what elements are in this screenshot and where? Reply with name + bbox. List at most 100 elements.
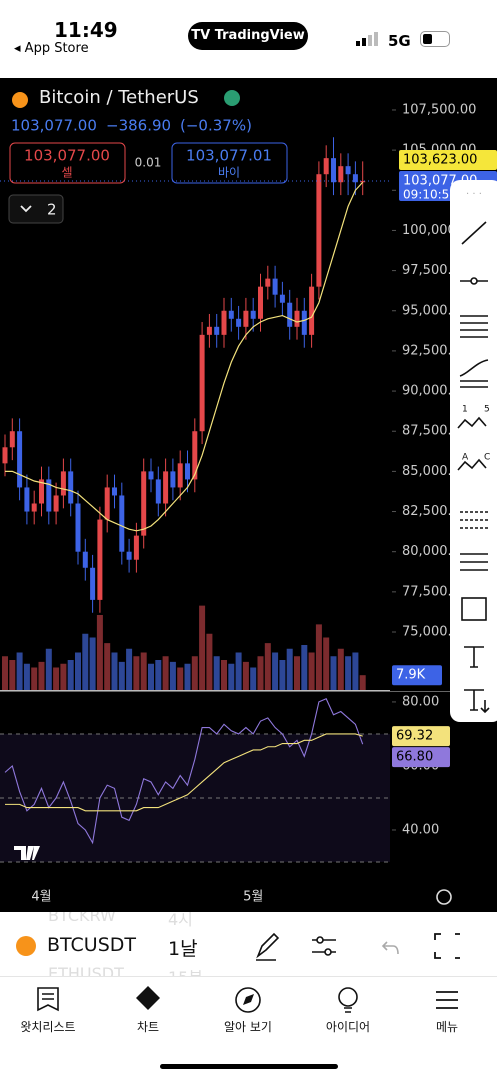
spread: 0.01 [135, 156, 162, 170]
abcd-tool[interactable] [457, 458, 487, 471]
symbol[interactable]: BTCUSDT [47, 934, 136, 956]
volume-bar [148, 663, 154, 690]
tab[interactable]: 알아 보기 [224, 1020, 272, 1034]
candle-body [53, 495, 59, 512]
volume-bar [199, 605, 206, 690]
x-tick-label: 5월 [243, 890, 263, 905]
back-label: App Store [24, 41, 89, 56]
candle-body [206, 326, 212, 335]
gann-tool[interactable] [460, 553, 488, 571]
candle-body [31, 503, 37, 512]
candle-body [258, 286, 263, 319]
candle-body [243, 310, 249, 327]
volume-bar [67, 660, 74, 690]
candle-body [338, 166, 344, 183]
watchlist-icon [37, 987, 59, 1012]
price-change: −386.90 [106, 117, 171, 135]
volume-bar [169, 661, 176, 690]
toolbar-label: A [462, 453, 469, 463]
candle-body [345, 166, 351, 175]
toolbar-label: 5 [484, 405, 490, 415]
pattern-tool[interactable] [457, 416, 487, 429]
volume-bar [206, 633, 213, 690]
candle-body [360, 181, 366, 183]
volume-bar [96, 615, 103, 690]
volume-bar [221, 660, 227, 690]
volume-bar [75, 652, 81, 690]
chart-icon [136, 986, 160, 1010]
sell-button[interactable] [9, 142, 126, 184]
candle-body [177, 463, 183, 488]
volume-bar [23, 663, 30, 690]
tab[interactable]: 아이디어 [325, 1020, 371, 1034]
y-tick-label: 107,500.00 [402, 102, 476, 117]
volume-bar [45, 648, 52, 690]
tv-watermark [14, 846, 40, 860]
back-link[interactable]: ◂ App Store [14, 41, 89, 56]
volume-bar [330, 656, 337, 690]
candle-body [185, 463, 190, 480]
rsi-line [5, 733, 363, 812]
interval[interactable]: 1날 [168, 938, 198, 960]
chart: 107,500.00105,000.00102,500.00100,000.00… [0, 78, 497, 912]
y-tick-label: 80.00 [402, 694, 439, 709]
candle-body [24, 487, 30, 512]
tab-bar [0, 976, 497, 1080]
buy-button[interactable] [171, 142, 288, 184]
pitchfork-tool[interactable] [459, 359, 489, 388]
compass-needle [243, 994, 254, 1005]
volume-bar [53, 667, 60, 690]
marker-price-label-bg [399, 150, 497, 171]
signal-icon [356, 32, 380, 46]
volume-bar [242, 661, 249, 690]
candle-body [199, 334, 205, 432]
ghost-symbol: BTCKRW [48, 912, 116, 925]
pane-divider [0, 690, 390, 691]
text-tool[interactable] [464, 646, 484, 668]
tab[interactable]: 차트 [136, 1020, 160, 1034]
candle-body [301, 310, 307, 335]
fullscreen-button[interactable] [434, 933, 460, 959]
market-status [224, 90, 240, 106]
parallel-tool[interactable] [460, 315, 488, 338]
settings-button[interactable] [312, 939, 336, 953]
candle-body [294, 310, 300, 327]
candle-body [170, 471, 176, 488]
rect-tool[interactable] [461, 597, 487, 621]
settings-button[interactable] [436, 889, 452, 905]
ray-tool[interactable] [470, 277, 478, 285]
candle-body [9, 431, 15, 448]
slider-knob [316, 936, 324, 944]
trend-line-tool[interactable] [461, 221, 487, 245]
candle-body [141, 471, 147, 536]
volume-bar [16, 652, 23, 690]
rsi-line [4, 698, 364, 845]
volume-bar [38, 661, 45, 690]
indicator-toggle[interactable] [8, 194, 64, 224]
volume-bar [111, 652, 118, 690]
x-tick-label: 4월 [31, 890, 51, 905]
tab[interactable]: 메뉴 [435, 1020, 459, 1034]
volume-bar [60, 663, 67, 690]
volume-bar [118, 661, 125, 690]
candle-body [163, 471, 169, 504]
volume-bar [235, 652, 242, 690]
volume-bar [308, 652, 315, 690]
candle-body [309, 286, 315, 335]
undo-button[interactable] [381, 941, 399, 955]
volume-bar [294, 656, 300, 690]
candle-body [90, 567, 96, 600]
anchored-text-tool[interactable] [464, 689, 490, 714]
volume-bar [140, 652, 147, 690]
drawing-toolbar: · · · 1 5 A C [450, 180, 497, 722]
volume-bar [213, 656, 220, 690]
volume-bar [82, 633, 89, 690]
tab[interactable]: 왓치리스트 [20, 1020, 76, 1034]
volume-bar [104, 643, 111, 690]
volume-bar [359, 675, 366, 690]
candle-body [75, 503, 81, 552]
candle-body [148, 471, 154, 480]
draw-button[interactable] [256, 932, 280, 961]
